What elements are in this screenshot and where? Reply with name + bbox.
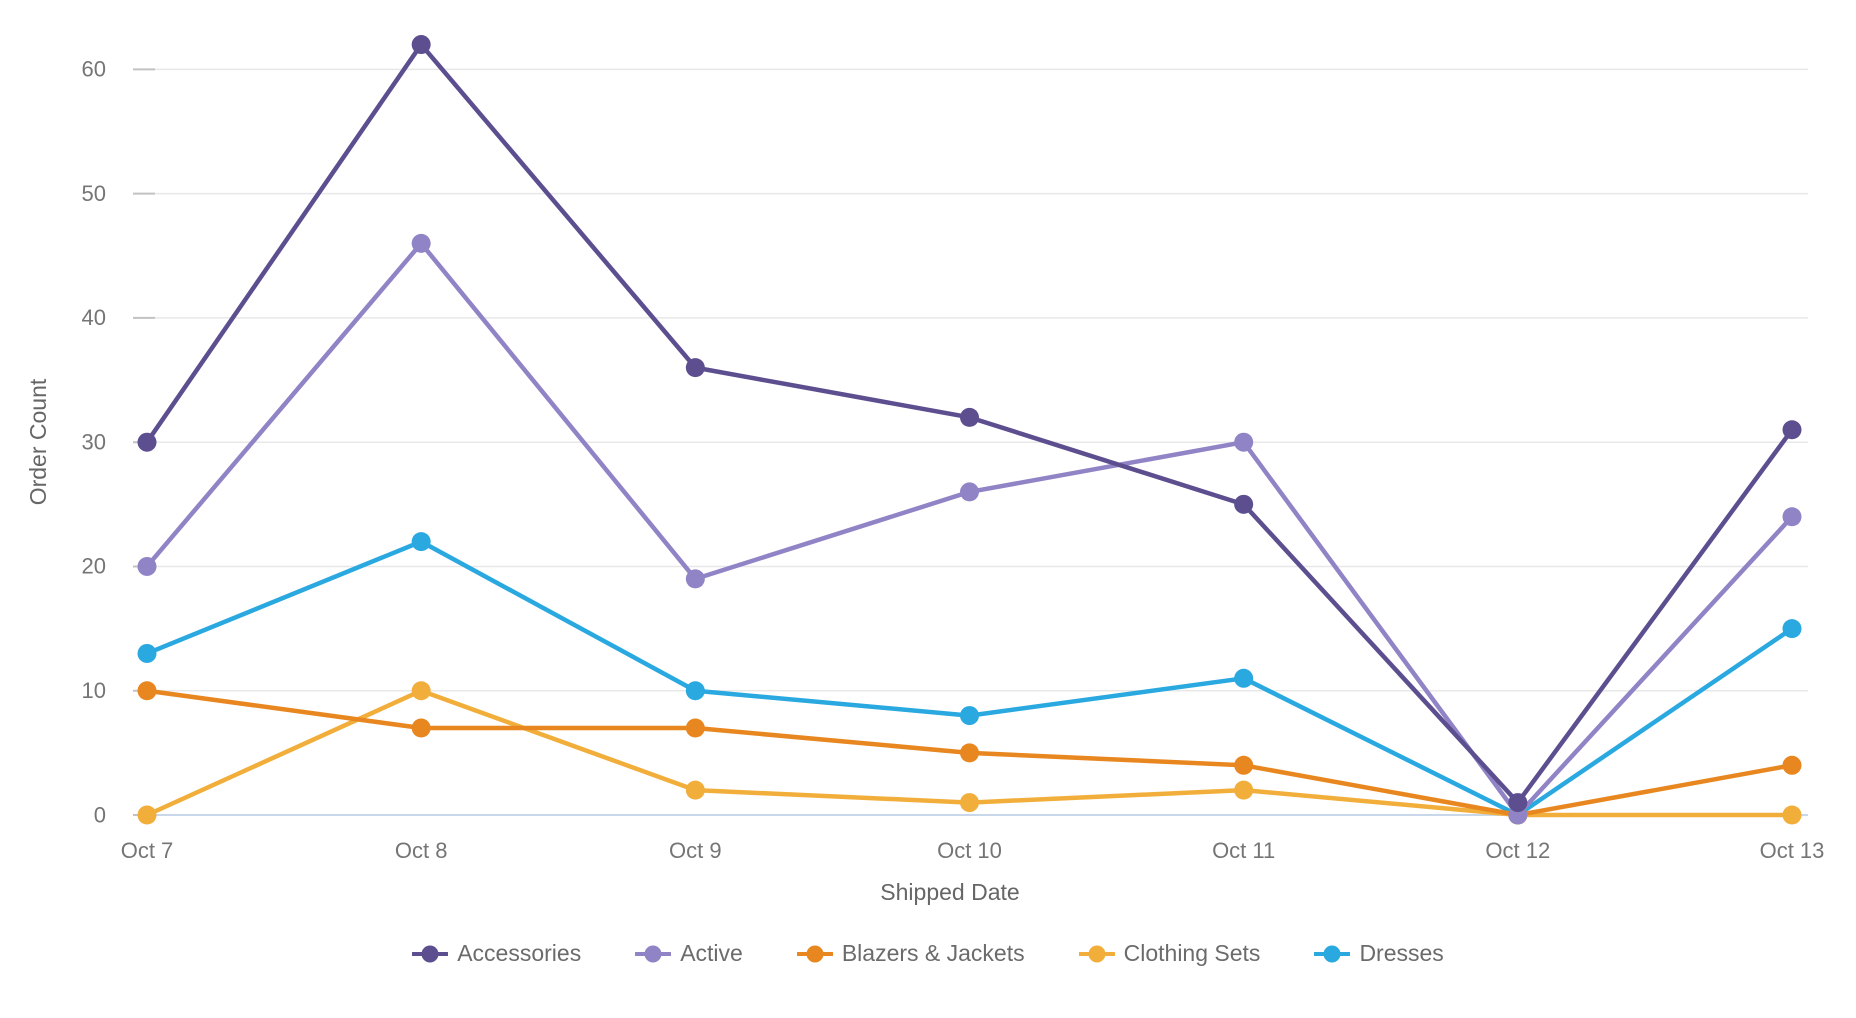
legend-item-active[interactable]: Active	[635, 942, 743, 965]
data-point-dresses-oct-13[interactable]	[1782, 619, 1802, 639]
legend-item-dresses[interactable]: Dresses	[1314, 940, 1444, 966]
legend-label-clothing-sets: Clothing Sets	[1123, 940, 1261, 966]
data-point-accessories-oct-7[interactable]	[137, 432, 157, 452]
x-tick-label-oct-9: Oct 9	[669, 838, 722, 863]
x-tick-label-oct-8: Oct 8	[395, 838, 448, 863]
y-tick-label-60: 60	[82, 57, 106, 82]
data-point-accessories-oct-8[interactable]	[411, 35, 431, 55]
data-point-active-oct-7[interactable]	[137, 556, 157, 576]
legend-item-blazers-jackets[interactable]: Blazers & Jackets	[796, 940, 1025, 966]
data-point-active-oct-8[interactable]	[411, 233, 431, 253]
legend-marker-active-icon	[635, 945, 672, 962]
y-tick-label-40: 40	[82, 305, 106, 330]
data-point-clothing-sets-oct-10[interactable]	[960, 793, 979, 813]
data-point-active-oct-11[interactable]	[1234, 432, 1254, 452]
data-point-active-oct-10[interactable]	[960, 482, 979, 502]
y-tick-label-10: 10	[82, 678, 106, 703]
legend-marker-clothing-sets-icon	[1078, 945, 1115, 962]
chart-legend: Accessories Active Blazers & Jackets Clothi…	[0, 942, 1856, 965]
data-point-dresses-oct-9[interactable]	[685, 681, 705, 701]
data-point-blazers-jackets-oct-10[interactable]	[960, 743, 979, 763]
plot-area: 0 10 20 30 40 50 60 Oct 7 Oct 8 Oct 9 Oct 10 Oct 11…	[82, 35, 1825, 863]
legend-label-accessories: Accessories	[457, 940, 582, 966]
y-tick-label-30: 30	[82, 429, 106, 454]
series-line-active	[144, 241, 1795, 818]
x-tick-label-oct-13: Oct 13	[1760, 838, 1825, 863]
legend-label-dresses: Dresses	[1359, 940, 1444, 966]
data-point-blazers-jackets-oct-8[interactable]	[411, 718, 431, 738]
data-point-clothing-sets-oct-7[interactable]	[137, 805, 157, 825]
x-axis-title: Shipped Date	[880, 879, 1019, 905]
data-point-clothing-sets-oct-9[interactable]	[685, 780, 705, 800]
series-line-dresses	[144, 539, 1795, 818]
data-point-accessories-oct-11[interactable]	[1234, 494, 1254, 514]
data-point-dresses-oct-11[interactable]	[1234, 668, 1254, 688]
data-point-clothing-sets-oct-8[interactable]	[411, 681, 431, 701]
data-point-blazers-jackets-oct-11[interactable]	[1234, 755, 1254, 775]
data-point-blazers-jackets-oct-13[interactable]	[1782, 755, 1802, 775]
x-tick-label-oct-12: Oct 12	[1485, 838, 1550, 863]
data-point-dresses-oct-8[interactable]	[411, 532, 431, 552]
y-tick-label-20: 20	[82, 554, 106, 579]
x-tick-label-oct-11: Oct 11	[1212, 838, 1275, 863]
y-tick-label-50: 50	[82, 181, 106, 206]
legend-item-accessories[interactable]: Accessories	[412, 942, 581, 965]
legend-marker-accessories-icon	[412, 945, 449, 962]
data-point-clothing-sets-oct-11[interactable]	[1234, 780, 1254, 800]
data-point-active-oct-9[interactable]	[685, 569, 705, 589]
data-point-blazers-jackets-oct-7[interactable]	[137, 681, 157, 701]
y-tick-label-0: 0	[94, 802, 106, 827]
legend-label-active: Active	[680, 940, 743, 966]
x-tick-label-oct-7: Oct 7	[121, 838, 174, 863]
data-point-accessories-oct-10[interactable]	[960, 407, 979, 427]
data-point-dresses-oct-10[interactable]	[960, 706, 979, 726]
legend-marker-blazers-jackets-icon	[796, 945, 833, 962]
data-point-blazers-jackets-oct-9[interactable]	[685, 718, 705, 738]
data-point-accessories-oct-9[interactable]	[685, 358, 705, 378]
x-tick-label-oct-10: Oct 10	[937, 838, 1002, 863]
data-point-dresses-oct-7[interactable]	[137, 643, 157, 663]
legend-item-clothing-sets[interactable]: Clothing Sets	[1078, 940, 1261, 966]
data-point-accessories-oct-12[interactable]	[1508, 793, 1528, 813]
data-point-accessories-oct-13[interactable]	[1782, 420, 1802, 440]
data-point-active-oct-13[interactable]	[1782, 507, 1802, 527]
y-axis-title: Order Count	[25, 378, 51, 505]
data-point-clothing-sets-oct-13[interactable]	[1782, 805, 1802, 825]
legend-label-blazers-jackets: Blazers & Jackets	[841, 940, 1025, 966]
legend-marker-dresses-icon	[1314, 945, 1351, 962]
